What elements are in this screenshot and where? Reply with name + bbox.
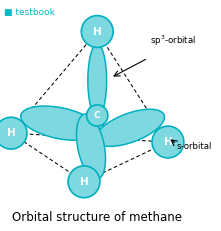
Circle shape xyxy=(68,166,100,198)
Ellipse shape xyxy=(91,116,103,142)
Ellipse shape xyxy=(76,114,106,179)
Circle shape xyxy=(81,16,113,47)
Text: s-orbital: s-orbital xyxy=(177,142,212,151)
Text: H: H xyxy=(164,137,172,147)
Circle shape xyxy=(152,126,184,158)
Ellipse shape xyxy=(21,106,99,140)
Text: H: H xyxy=(80,177,88,187)
Circle shape xyxy=(87,105,108,126)
Text: sp$^3$-orbital: sp$^3$-orbital xyxy=(150,33,196,48)
Text: ■ testbook: ■ testbook xyxy=(4,8,55,17)
Text: H: H xyxy=(93,27,102,36)
Text: H: H xyxy=(7,128,15,138)
Text: C: C xyxy=(94,111,101,120)
Ellipse shape xyxy=(95,109,164,146)
Circle shape xyxy=(0,117,27,149)
Text: Orbital structure of methane: Orbital structure of methane xyxy=(12,211,182,224)
Ellipse shape xyxy=(88,44,107,117)
